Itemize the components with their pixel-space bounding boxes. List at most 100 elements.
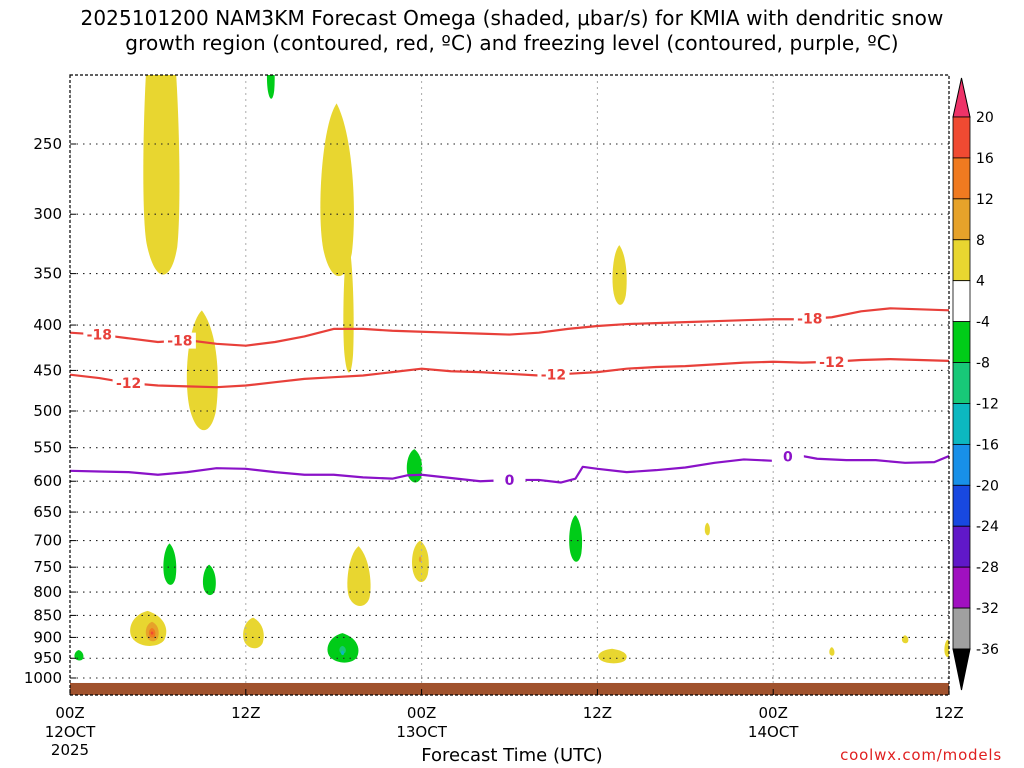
colorbar-label: 8 <box>976 233 985 249</box>
y-tick-label: 650 <box>33 503 62 521</box>
colorbar-label: -32 <box>976 601 999 617</box>
y-tick-label: 500 <box>33 402 62 420</box>
omega-region-23 <box>598 648 627 664</box>
plot-frame <box>69 74 950 696</box>
contour-label-bg <box>771 448 804 465</box>
x-tick-label: 12Z <box>583 704 612 722</box>
contour-label: -18 <box>87 328 112 344</box>
credit-link[interactable]: coolwx.com/models <box>840 746 1002 764</box>
grid-lines <box>70 75 949 695</box>
contour-label-bg <box>163 332 196 349</box>
omega-region-11 <box>347 546 371 607</box>
omega-region-20 <box>339 645 346 654</box>
colorbar-top-arrow <box>952 77 971 118</box>
y-tick-label: 550 <box>33 439 62 457</box>
contour-label-bg <box>793 310 826 327</box>
colorbar-bottom-arrow <box>952 648 971 691</box>
y-tick-label: 700 <box>33 532 62 550</box>
colorbar-label: -24 <box>976 519 999 535</box>
colorbar-label: 4 <box>976 274 985 290</box>
x-tick-date: 12OCT <box>45 723 96 741</box>
colorbar-label: -12 <box>976 396 999 412</box>
colorbar-label: -36 <box>976 642 999 658</box>
omega-region-3 <box>320 103 354 277</box>
colorbar-label: 16 <box>976 151 994 167</box>
colorbar-segment <box>952 239 971 282</box>
colorbar-label: -8 <box>976 356 990 372</box>
colorbar-label: -16 <box>976 437 999 453</box>
omega-region-0 <box>143 75 180 275</box>
colorbar-segment <box>952 116 971 159</box>
colorbar-segment <box>952 484 971 527</box>
omega-region-6 <box>612 245 627 305</box>
ground-fill <box>70 682 949 695</box>
x-axis-title: Forecast Time (UTC) <box>421 745 603 766</box>
colorbar-label: -28 <box>976 560 999 576</box>
omega-region-26 <box>944 639 949 658</box>
omega-region-25 <box>901 635 909 644</box>
chart-title-line1: 2025101200 NAM3KM Forecast Omega (shaded… <box>80 6 944 30</box>
x-tick-label: 12Z <box>231 704 260 722</box>
y-tick-label: 350 <box>33 265 62 283</box>
colorbar-segment <box>952 403 971 445</box>
colorbar-label: -4 <box>976 315 990 331</box>
x-tick-date: 14OCT <box>748 723 799 741</box>
omega-region-7 <box>704 522 710 536</box>
x-tick-label: 00Z <box>759 704 788 722</box>
colorbar-segment <box>952 443 971 486</box>
contour-label: -18 <box>167 334 192 350</box>
contour-label: -12 <box>541 368 566 384</box>
contour-dgz-line <box>70 358 949 389</box>
y-tick-label: 450 <box>33 361 62 379</box>
contour-label-bg <box>537 366 570 383</box>
omega-region-21 <box>340 650 345 656</box>
x-tick-year: 2025 <box>51 741 89 759</box>
colorbar-segment <box>952 198 971 241</box>
y-tick-label: 250 <box>33 135 62 153</box>
colorbar: 20 16 12 8 4 -4 -8 -12 -16 -20 -24 -28 -32 -36 <box>952 77 999 691</box>
colorbar-segment <box>952 157 971 200</box>
chart-title-line2: growth region (contoured, red, ºC) and f… <box>125 31 899 55</box>
colorbar-label: -20 <box>976 478 999 494</box>
colorbar-segment <box>952 280 971 323</box>
colorbar-label: 20 <box>976 110 994 126</box>
contour-label-bg <box>493 471 526 488</box>
omega-region-8 <box>569 515 583 562</box>
y-tick-label: 400 <box>33 316 62 334</box>
contour-label: 0 <box>783 450 793 466</box>
contour-label-bg <box>112 375 145 392</box>
colorbar-segment <box>952 607 971 650</box>
y-tick-label: 600 <box>33 472 62 490</box>
y-tick-label: 950 <box>33 649 62 667</box>
y-tick-label: 900 <box>33 628 62 646</box>
omega-region-13 <box>418 556 422 563</box>
y-axis: 250 300 350 400 450 500 550 600 650 700 750 800 850 9… <box>24 135 76 687</box>
colorbar-segment <box>952 321 971 363</box>
contour-label: -18 <box>797 312 822 328</box>
y-tick-label: 750 <box>33 558 62 576</box>
colorbar-label: 12 <box>976 192 994 208</box>
colorbar-segment <box>952 362 971 404</box>
x-tick-label: 12Z <box>934 704 963 722</box>
colorbar-segment <box>952 566 971 609</box>
omega-region-9 <box>163 543 177 585</box>
contour-label: -12 <box>116 376 141 392</box>
contour-label-bg <box>815 353 848 370</box>
x-tick-label: 00Z <box>55 704 84 722</box>
contours: -18 -18 -18 -12 -12 -12 0 0 <box>70 307 949 489</box>
y-tick-label: 300 <box>33 205 62 223</box>
contour-label-bg <box>83 326 116 343</box>
omega-region-10 <box>202 564 216 596</box>
y-tick-label: 1000 <box>24 669 62 687</box>
contour-label: -12 <box>819 355 844 371</box>
x-tick-label: 00Z <box>407 704 436 722</box>
omega-region-4 <box>343 239 354 373</box>
omega-region-2 <box>266 75 275 99</box>
x-tick-date: 13OCT <box>396 723 447 741</box>
plot-area: -18 -18 -18 -12 -12 -12 0 0 <box>70 75 949 695</box>
omega-region-24 <box>829 647 835 656</box>
omega-region-17 <box>150 631 154 635</box>
y-tick-label: 800 <box>33 583 62 601</box>
colorbar-segment <box>952 525 971 568</box>
